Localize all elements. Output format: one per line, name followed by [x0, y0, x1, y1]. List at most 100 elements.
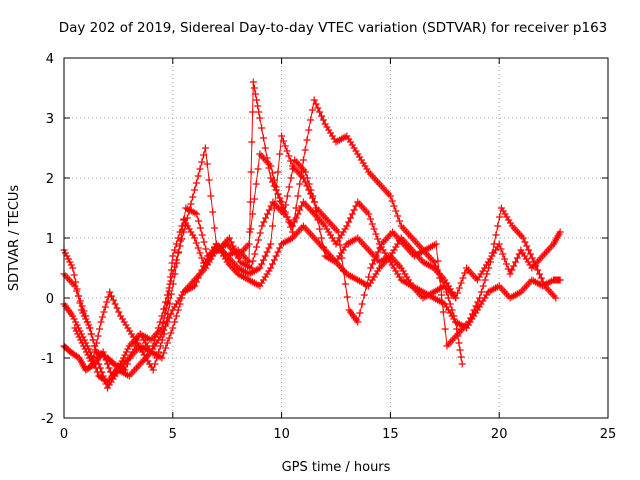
data-point	[259, 134, 267, 142]
y-tick-label: 3	[46, 112, 54, 127]
data-point	[354, 318, 362, 326]
data-point	[392, 207, 400, 215]
data-point	[77, 336, 85, 344]
data-point	[97, 318, 105, 326]
data-point	[390, 202, 398, 210]
data-point	[319, 116, 327, 124]
data-point	[259, 256, 267, 264]
data-point	[296, 206, 304, 214]
data-point	[269, 222, 277, 230]
data-point	[265, 206, 273, 214]
data-point	[80, 342, 88, 350]
data-point	[172, 312, 180, 320]
data-point	[272, 186, 280, 194]
data-point	[334, 228, 342, 236]
y-axis-label: SDTVAR / TECUs	[7, 185, 22, 292]
data-point	[256, 114, 264, 122]
data-point	[360, 291, 368, 299]
data-point	[309, 192, 317, 200]
data-point	[316, 108, 324, 116]
data-point	[490, 240, 498, 248]
data-point	[64, 255, 72, 263]
data-point	[455, 284, 463, 292]
data-point	[196, 270, 204, 278]
data-point	[476, 294, 484, 302]
data-point	[93, 339, 101, 347]
data-point	[200, 262, 208, 270]
data-point	[341, 280, 349, 288]
data-point	[108, 292, 116, 300]
data-point	[254, 236, 262, 244]
data-point	[196, 249, 204, 257]
data-point	[122, 348, 130, 356]
data-point	[441, 282, 449, 290]
data-point	[72, 327, 80, 335]
data-point	[340, 267, 348, 275]
data-point	[79, 309, 87, 317]
data-point	[118, 357, 126, 365]
axes: 0 5 10 15 20 25 -2 -1 0 1 2 3 4	[41, 52, 616, 442]
data-point	[513, 254, 521, 262]
data-point	[75, 292, 83, 300]
data-point	[356, 309, 364, 317]
series-track-b	[60, 222, 564, 386]
data-point	[283, 147, 291, 155]
data-point	[109, 296, 117, 304]
data-point	[470, 306, 478, 314]
data-point	[365, 210, 373, 218]
y-tick-label: 4	[46, 52, 54, 67]
data-point	[198, 266, 206, 274]
data-point	[160, 349, 168, 357]
data-point	[365, 273, 373, 281]
data-point	[205, 176, 213, 184]
data-point	[311, 198, 319, 206]
data-point	[552, 294, 560, 302]
data-point	[176, 237, 184, 245]
data-point	[249, 108, 257, 116]
data-point	[183, 214, 191, 222]
data-point	[485, 264, 493, 272]
data-point	[263, 210, 271, 218]
data-point	[261, 252, 269, 260]
data-point	[198, 231, 206, 239]
data-point	[147, 348, 155, 356]
data-point	[195, 217, 203, 225]
data-point	[94, 332, 102, 340]
data-point	[104, 360, 112, 368]
y-tick-label: 2	[46, 172, 54, 187]
data-point	[200, 238, 208, 246]
data-point	[285, 218, 293, 226]
data-point	[196, 165, 204, 173]
data-point	[307, 186, 315, 194]
data-point	[302, 168, 310, 176]
data-point	[444, 294, 452, 302]
data-point	[72, 278, 80, 286]
data-point	[71, 324, 79, 332]
data-point	[287, 157, 295, 165]
data-point	[282, 201, 290, 209]
data-point	[73, 285, 81, 293]
data-point	[105, 364, 113, 372]
data-point	[307, 116, 315, 124]
data-point	[98, 313, 106, 321]
data-point	[154, 324, 162, 332]
data-point	[289, 165, 297, 173]
data-point	[172, 240, 180, 248]
y-tick-label: -2	[41, 412, 54, 427]
data-point	[250, 84, 258, 92]
data-point	[281, 142, 289, 150]
data-point	[308, 106, 316, 114]
data-point	[290, 216, 298, 224]
data-point	[255, 108, 263, 116]
data-point	[198, 158, 206, 166]
data-point	[253, 96, 261, 104]
data-point	[263, 248, 271, 256]
data-point	[98, 368, 106, 376]
data-point	[508, 266, 516, 274]
data-point	[441, 325, 449, 333]
data-point	[256, 264, 264, 272]
data-point	[251, 250, 259, 258]
data-point	[231, 246, 239, 254]
x-tick-label: 10	[273, 427, 290, 442]
data-point	[247, 225, 255, 233]
